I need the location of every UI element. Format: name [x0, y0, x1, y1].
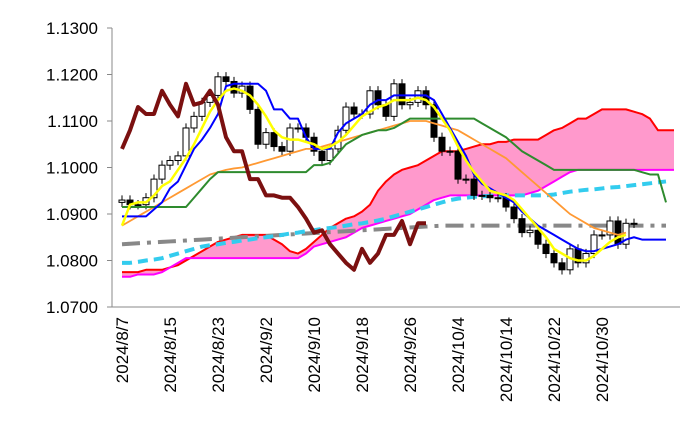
- y-tick-label: 1.1100: [47, 112, 98, 131]
- candle-body: [542, 243, 550, 255]
- x-tick-label: 2024/8/7: [113, 317, 132, 383]
- candle-body: [262, 132, 270, 145]
- candle-body: [190, 115, 198, 129]
- candle-body: [134, 204, 142, 207]
- candle-body: [150, 178, 158, 199]
- candle-body: [430, 104, 438, 138]
- candle-body: [374, 90, 382, 106]
- indicator-line: [120, 81, 426, 272]
- candle-body: [590, 234, 598, 255]
- y-tick-label: 1.1000: [46, 159, 98, 178]
- x-tick-label: 2024/10/30: [593, 317, 612, 402]
- candle-body: [270, 132, 278, 148]
- candle-body: [174, 155, 182, 162]
- indicator-line: [122, 117, 667, 209]
- y-tick-label: 1.0900: [46, 205, 98, 224]
- candle-body: [614, 220, 622, 245]
- x-tick-label: 2024/10/14: [497, 317, 516, 402]
- candle-body: [294, 127, 302, 130]
- candle-body: [526, 229, 534, 234]
- y-tick-label: 1.0700: [46, 298, 98, 317]
- x-tick-label: 2024/9/26: [401, 317, 420, 393]
- candle-body: [630, 222, 638, 225]
- candle-body: [158, 164, 166, 180]
- x-tick-label: 2024/9/18: [353, 317, 372, 393]
- indicator-line: [122, 82, 666, 253]
- candle-body: [606, 220, 614, 236]
- candle-body: [254, 108, 262, 145]
- candle-body: [518, 218, 526, 234]
- candle-body: [166, 160, 174, 166]
- candle-body: [510, 206, 518, 220]
- candle-body: [478, 194, 486, 197]
- x-tick-label: 2024/9/2: [257, 317, 276, 383]
- candle-body: [454, 150, 462, 180]
- candle-body: [438, 136, 446, 152]
- candle-body: [494, 197, 502, 200]
- y-tick-label: 1.1300: [46, 19, 98, 38]
- candle-body: [550, 253, 558, 264]
- cloud-upper-line: [122, 108, 674, 274]
- x-tick-label: 2024/8/23: [209, 317, 228, 393]
- candle-body: [486, 194, 494, 199]
- candle-body: [318, 150, 326, 162]
- candle-body: [214, 76, 222, 96]
- candle-body: [118, 199, 126, 203]
- moving-average-line: [122, 179, 667, 265]
- candle-body: [462, 178, 470, 181]
- x-tick-label: 2024/8/15: [161, 317, 180, 393]
- x-tick-label: 2024/10/4: [449, 317, 468, 393]
- candle-body: [598, 234, 606, 237]
- candle-body: [222, 76, 230, 82]
- candle-body: [470, 178, 478, 196]
- cloud-fill: [122, 109, 674, 277]
- y-tick-label: 1.0800: [46, 252, 98, 271]
- candle-body: [398, 83, 406, 106]
- candle-body: [326, 148, 334, 162]
- candle-body: [350, 106, 358, 115]
- candle-body: [558, 262, 566, 271]
- x-tick-label: 2024/10/22: [545, 317, 564, 402]
- candle-body: [534, 229, 542, 245]
- y-tick-label: 1.1200: [46, 66, 98, 85]
- x-tick-label: 2024/9/10: [305, 317, 324, 393]
- indicator-line: [120, 87, 627, 262]
- candle-body: [446, 150, 454, 153]
- candle-body: [342, 106, 350, 131]
- candle-body: [182, 127, 190, 157]
- candle-body: [278, 146, 286, 152]
- candle-body: [406, 101, 414, 106]
